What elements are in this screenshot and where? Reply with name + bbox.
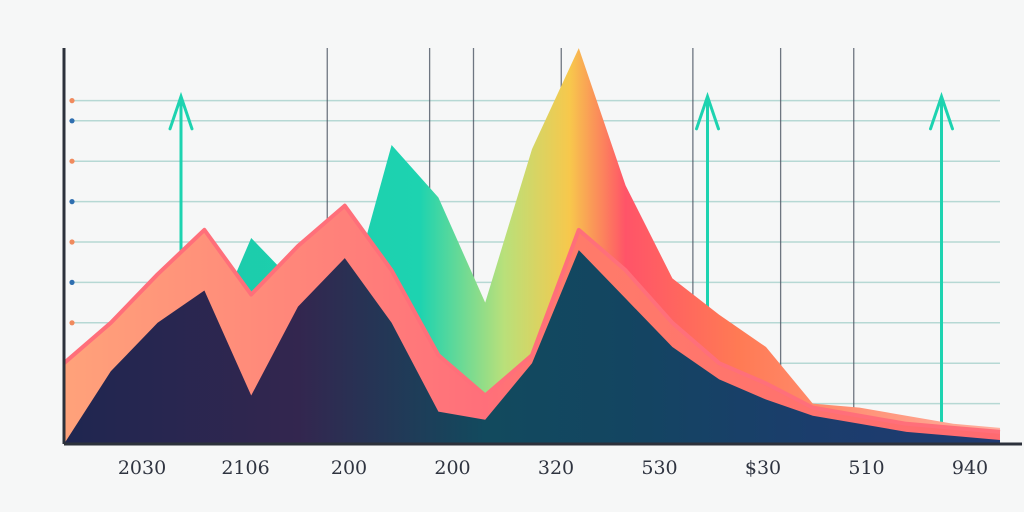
x-tick-labels: 2030 2106 200 200 320 530 $30 510 940 xyxy=(118,457,988,479)
grid-dot xyxy=(69,239,75,245)
chart-axes xyxy=(62,48,1022,446)
x-tick-label: 200 xyxy=(331,457,367,479)
x-tick-label: 510 xyxy=(848,457,884,479)
arrow-marker xyxy=(929,91,954,424)
x-tick-label: 530 xyxy=(641,457,677,479)
band-outline xyxy=(62,203,1001,434)
grid-dot xyxy=(69,199,75,205)
x-tick-label: 2106 xyxy=(221,457,269,479)
grid-dot xyxy=(69,118,75,124)
x-tick-label: 2030 xyxy=(118,457,166,479)
grid-dot xyxy=(69,279,75,285)
x-tick-label: $30 xyxy=(745,457,781,479)
grid-dot xyxy=(69,98,75,104)
area-series-group xyxy=(62,48,1001,444)
x-tick-label: 200 xyxy=(434,457,470,479)
x-tick-label: 320 xyxy=(538,457,574,479)
grid-dot xyxy=(69,158,75,164)
front-area xyxy=(64,250,1000,444)
x-tick-label: 940 xyxy=(952,457,988,479)
grid-dot xyxy=(69,320,75,326)
